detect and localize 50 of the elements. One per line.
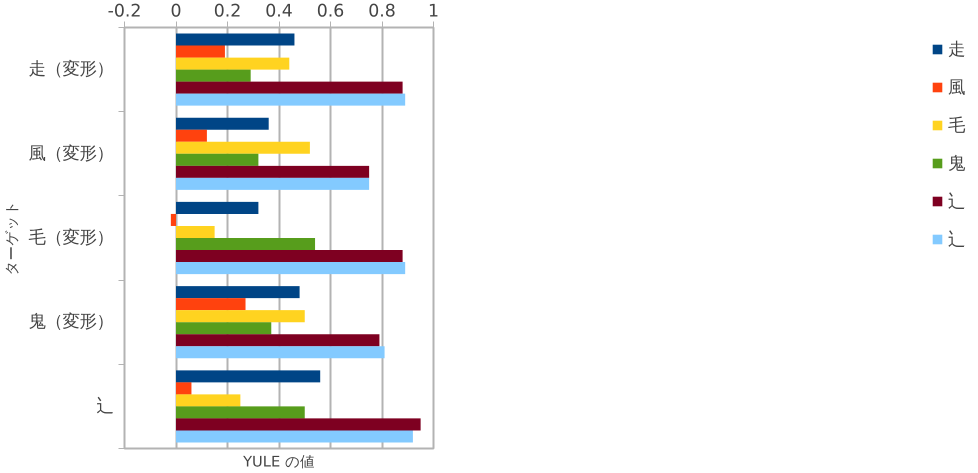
x-tick-label: 0.2 <box>214 2 242 22</box>
y-tick-label: 風（変形） <box>28 144 114 164</box>
bar <box>176 286 300 298</box>
legend-label: 辶 <box>948 229 966 251</box>
x-tick-label: 1 <box>428 2 440 22</box>
bar <box>176 382 192 394</box>
bar <box>176 142 310 154</box>
bar <box>176 430 413 442</box>
bar <box>176 322 272 334</box>
bar <box>176 70 251 82</box>
bar <box>176 250 403 262</box>
bar <box>176 34 294 46</box>
x-axis-title: YULE の値 <box>242 454 315 470</box>
bar <box>176 406 305 418</box>
x-tick-label: 0 <box>170 2 182 22</box>
bar <box>176 46 225 58</box>
bar <box>176 262 406 274</box>
bar <box>176 238 316 250</box>
y-tick-label: 毛（変形） <box>28 228 114 248</box>
bar <box>176 130 207 142</box>
legend-label: 走 <box>948 39 966 61</box>
bar <box>176 154 258 166</box>
x-tick-label: 0.8 <box>368 2 396 22</box>
y-axis-title: ターゲット <box>4 200 20 276</box>
x-tick-label: 0.4 <box>265 2 293 22</box>
bar <box>176 346 385 358</box>
bar <box>176 310 305 322</box>
bar <box>176 82 403 94</box>
bar <box>176 418 421 430</box>
bar <box>176 58 290 70</box>
legend-label: 風 <box>948 77 966 99</box>
y-tick-label: 鬼（変形） <box>28 312 114 332</box>
bar <box>176 226 215 238</box>
x-tick-label: -0.2 <box>108 2 142 22</box>
bar <box>176 334 380 346</box>
bar <box>176 394 240 406</box>
bar <box>176 94 406 106</box>
legend-label: 辶 <box>948 191 966 213</box>
bar <box>176 370 320 382</box>
bar <box>176 166 370 178</box>
y-tick-label: 辶 <box>96 396 114 416</box>
legend-label: 鬼 <box>948 153 966 175</box>
x-tick-label: 0.6 <box>316 2 344 22</box>
bar <box>176 118 269 130</box>
bar <box>176 178 370 190</box>
y-tick-label: 走（変形） <box>28 60 114 80</box>
bar <box>170 214 176 226</box>
bar <box>176 202 258 214</box>
bar <box>176 298 246 310</box>
legend-label: 毛 <box>948 115 966 137</box>
